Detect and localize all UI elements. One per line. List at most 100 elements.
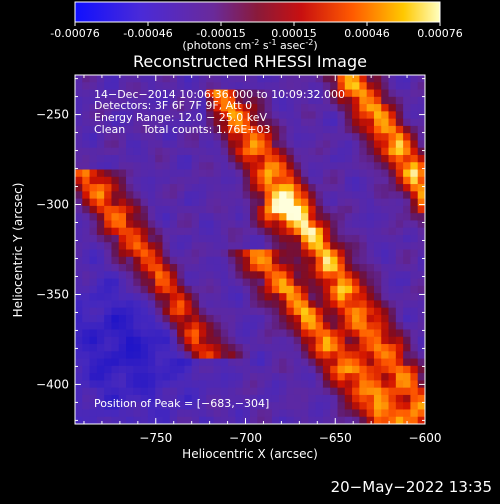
heatmap-cell xyxy=(381,205,389,214)
heatmap-cell xyxy=(417,176,425,185)
heatmap-cell xyxy=(344,154,353,163)
heatmap-cell xyxy=(89,394,98,403)
heatmap-cell xyxy=(206,329,214,338)
heatmap-cell xyxy=(111,82,120,90)
heatmap-cell xyxy=(322,234,331,243)
heatmap-cell xyxy=(198,82,207,90)
heatmap-cell xyxy=(96,104,105,112)
heatmap-cell xyxy=(96,249,105,258)
heatmap-cell xyxy=(257,191,265,199)
heatmap-cell xyxy=(352,205,360,214)
heatmap-cell xyxy=(344,394,353,403)
heatmap-cell xyxy=(308,118,317,127)
heatmap-cell xyxy=(184,271,193,279)
heatmap-cell xyxy=(352,264,360,272)
heatmap-cell xyxy=(271,365,280,374)
heatmap-cell xyxy=(126,82,134,90)
colorbar-units-label: (photons cm-2 s-1 asec-2) xyxy=(182,38,317,52)
heatmap-cell xyxy=(235,75,244,83)
heatmap-cell xyxy=(308,402,317,410)
heatmap-cell xyxy=(352,380,360,389)
heatmap-cell xyxy=(198,264,207,272)
heatmap-cell xyxy=(75,387,83,396)
heatmap-cell xyxy=(177,104,185,112)
heatmap-cell xyxy=(118,300,127,309)
heatmap-cell xyxy=(381,111,389,120)
heatmap-cell xyxy=(177,293,185,301)
heatmap-cell xyxy=(177,242,185,250)
heatmap-cell xyxy=(373,205,382,214)
heatmap-cell xyxy=(111,111,120,120)
heatmap-cell xyxy=(235,111,244,120)
heatmap-cell xyxy=(388,213,397,221)
heatmap-cell xyxy=(147,293,156,301)
heatmap-cell xyxy=(264,387,273,396)
heatmap-cell xyxy=(82,278,90,287)
heatmap-cell xyxy=(162,373,171,381)
heatmap-cell xyxy=(337,75,346,83)
heatmap-cell xyxy=(308,198,317,207)
heatmap-cell xyxy=(388,256,397,265)
heatmap-cell xyxy=(257,104,265,112)
heatmap-cell xyxy=(330,118,338,127)
heatmap-cell xyxy=(220,227,229,236)
heatmap-cell xyxy=(293,184,302,192)
heatmap-cell xyxy=(75,256,83,265)
heatmap-cell xyxy=(366,140,375,149)
heatmap-cell xyxy=(242,191,251,199)
heatmap-cell xyxy=(111,140,120,149)
heatmap-cell xyxy=(410,285,419,294)
heatmap-cell xyxy=(118,314,127,323)
heatmap-cell xyxy=(388,293,397,301)
colorbar: -0.00076 -0.00046 -0.00015 0.00015 0.00046 0.… xyxy=(50,1,463,52)
heatmap-cell xyxy=(271,256,280,265)
heatmap-cell xyxy=(111,387,120,396)
heatmap-cell xyxy=(293,344,302,352)
heatmap-cell xyxy=(279,293,287,301)
heatmap-cell xyxy=(96,220,105,229)
heatmap-cell xyxy=(177,416,185,424)
heatmap-cell xyxy=(177,249,185,258)
heatmap-cell xyxy=(373,256,382,265)
heatmap-cell xyxy=(96,256,105,265)
heatmap-cell xyxy=(322,380,331,389)
heatmap-cell xyxy=(417,205,425,214)
heatmap-cell xyxy=(147,184,156,192)
heatmap-cell xyxy=(257,278,265,287)
heatmap-cell xyxy=(315,118,324,127)
heatmap-cell xyxy=(257,264,265,272)
heatmap-cell xyxy=(235,300,244,309)
heatmap-cell xyxy=(213,191,222,199)
heatmap-cell xyxy=(344,271,353,279)
heatmap-cell xyxy=(315,293,324,301)
heatmap-cell xyxy=(104,176,112,185)
heatmap-cell xyxy=(388,314,397,323)
heatmap-cell xyxy=(242,394,251,403)
heatmap-cell xyxy=(322,176,331,185)
heatmap-cell xyxy=(366,118,375,127)
heatmap-cell xyxy=(301,205,309,214)
heatmap-cell xyxy=(359,314,368,323)
heatmap-cell xyxy=(410,220,419,229)
heatmap-cell xyxy=(250,234,258,243)
heatmap-cell xyxy=(82,344,90,352)
heatmap-cell xyxy=(286,140,295,149)
heatmap-cell xyxy=(147,358,156,367)
heatmap-cell xyxy=(191,336,200,345)
heatmap-cell xyxy=(301,104,309,112)
heatmap-cell xyxy=(271,351,280,359)
heatmap-cell xyxy=(111,358,120,367)
heatmap-cell xyxy=(293,329,302,338)
heatmap-cell xyxy=(271,322,280,330)
heatmap-cell xyxy=(169,402,178,410)
heatmap-cell xyxy=(279,278,287,287)
heatmap-cell xyxy=(308,293,317,301)
heatmap-cell xyxy=(315,125,324,134)
heatmap-cell xyxy=(96,198,105,207)
heatmap-cell xyxy=(410,278,419,287)
heatmap-cell xyxy=(330,234,338,243)
heatmap-cell xyxy=(381,402,389,410)
heatmap-cell xyxy=(126,111,134,120)
heatmap-cell xyxy=(403,402,411,410)
heatmap-cell xyxy=(330,344,338,352)
